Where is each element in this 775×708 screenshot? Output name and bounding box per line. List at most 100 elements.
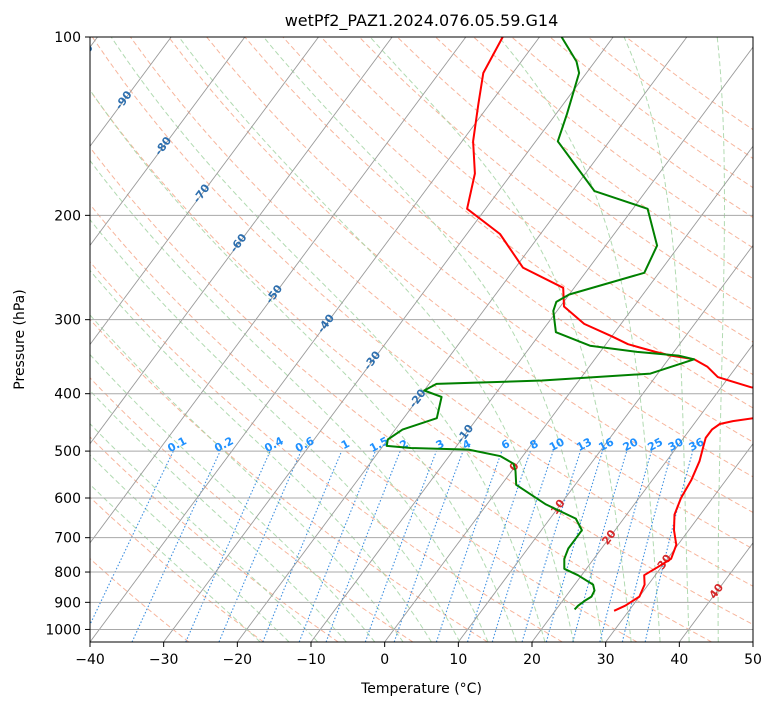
moist-adiabat-line <box>90 353 376 642</box>
dry-adiabat-line <box>320 37 753 376</box>
dry-adiabat-line <box>90 318 488 642</box>
mixing-ratio-line <box>644 450 694 642</box>
isotherm-line <box>678 542 753 642</box>
mixing-ratio-line <box>621 450 673 642</box>
dry-adiabat-line <box>473 37 753 249</box>
mixing-ratio-line <box>435 450 503 642</box>
y-tick-label: 600 <box>54 491 81 507</box>
mixing-ratio-line <box>185 450 271 642</box>
profile-line <box>466 37 753 612</box>
y-tick-label: 300 <box>54 313 81 329</box>
y-tick-label: 900 <box>54 595 81 611</box>
dry-adiabat-line <box>90 203 638 642</box>
dry-adiabat-line <box>90 436 339 642</box>
moist-adiabat-line <box>90 159 489 642</box>
y-tick-label: 800 <box>54 565 81 581</box>
moist-adiabat-line <box>90 314 404 642</box>
mixing-ratio-label: 3 <box>434 437 447 452</box>
isotherm-line <box>90 37 393 445</box>
moist-adiabat-line <box>90 269 432 642</box>
isobars <box>90 37 753 630</box>
moist-adiabat-line <box>623 37 690 642</box>
mixing-ratio-line <box>393 450 464 642</box>
isotherm-label: -40 <box>315 311 337 335</box>
moist-adiabat-line <box>498 37 661 642</box>
mixing-ratio-line <box>325 450 401 642</box>
x-axis-label: Temperature (°C) <box>360 681 482 697</box>
x-tick-label: −20 <box>223 652 253 668</box>
mixing-ratio-label: 0.4 <box>262 434 286 455</box>
isotherm-label: -50 <box>263 282 285 306</box>
dry-adiabat-line <box>282 37 753 409</box>
chart-title: wetPf2_PAZ1.2024.076.05.59.G14 <box>285 11 559 31</box>
mixing-ratio-line <box>218 450 302 642</box>
mixing-ratio-line <box>131 450 221 642</box>
isotherm-label: 20 <box>599 527 619 547</box>
y-axis: 100 200 300 400 500 600 700 800 900 1000 <box>45 30 90 638</box>
dry-adiabat-line <box>396 37 753 311</box>
moist-adiabat-line <box>178 37 575 642</box>
x-tick-label: 30 <box>597 652 615 668</box>
y-tick-label: 200 <box>54 208 81 224</box>
isotherm-line <box>90 37 246 247</box>
mixing-ratio-line <box>572 450 628 642</box>
x-tick-label: 20 <box>523 652 541 668</box>
plot-area: -100-90-80-70-60-50-40-30-20-10010203040… <box>90 37 753 642</box>
isopleth-labels: -100-90-80-70-60-50-40-30-20-10010203040… <box>90 41 727 601</box>
mixing-ratio-label: 0.1 <box>165 434 188 455</box>
moist-adiabat-line <box>90 483 261 642</box>
isotherm-line <box>90 37 172 148</box>
dry-adiabat-line <box>90 261 563 642</box>
dry-adiabat-line <box>511 37 753 219</box>
y-axis-label: Pressure (hPa) <box>12 289 28 389</box>
mixing-ratio-line <box>491 450 554 642</box>
y-tick-label: 100 <box>54 30 81 46</box>
dry-adiabat-line <box>244 37 753 443</box>
isotherm-line <box>310 46 753 642</box>
y-tick-label: 700 <box>54 531 81 547</box>
mixing-ratio-label: 8 <box>528 437 541 452</box>
x-tick-label: 10 <box>449 652 467 668</box>
mixing-ratio-label: 10 <box>547 435 567 454</box>
mixing-ratio-label: 16 <box>596 435 616 454</box>
isotherm-label: -30 <box>361 348 383 372</box>
moist-adiabat-line <box>263 37 603 642</box>
x-tick-label: −10 <box>296 652 326 668</box>
dry-adiabat-line <box>90 377 414 642</box>
isotherm-line <box>90 37 540 642</box>
mixing-ratio-line <box>521 450 581 642</box>
mixing-ratio-label: 30 <box>666 435 686 454</box>
isotherm-line <box>236 37 688 642</box>
moist-adiabat-line <box>90 454 290 642</box>
mixing-ratio-line <box>298 450 376 642</box>
x-tick-label: −40 <box>75 652 105 668</box>
profiles <box>385 37 753 612</box>
isotherm-line <box>163 37 614 642</box>
isotherm-line <box>605 442 753 642</box>
profile-line <box>385 37 696 611</box>
isotherm-line <box>384 145 753 642</box>
y-tick-label: 1000 <box>45 622 81 638</box>
dry-adiabat-line <box>168 37 753 514</box>
mixing-ratio-line <box>90 450 174 626</box>
mixing-ratio-line <box>545 450 604 642</box>
x-tick-label: 50 <box>744 652 762 668</box>
isotherms <box>90 37 753 642</box>
dry-adiabat-line <box>549 37 753 189</box>
isotherm-line <box>457 244 753 642</box>
mixing-ratio-line <box>466 450 531 642</box>
isotherm-label: -80 <box>152 134 174 158</box>
mixing-ratio-label: 1 <box>339 437 352 452</box>
y-tick-label: 400 <box>54 387 81 403</box>
mixing-ratio-lines <box>90 450 694 642</box>
isotherm-label: 40 <box>707 581 727 601</box>
dry-adiabat-line <box>435 37 753 280</box>
moist-adiabats <box>90 37 725 642</box>
mixing-ratio-label: 25 <box>645 435 665 454</box>
x-tick-label: −30 <box>149 652 179 668</box>
moist-adiabat-line <box>110 37 546 642</box>
x-tick-label: 40 <box>670 652 688 668</box>
isotherm-line <box>752 641 753 642</box>
dry-adiabat-line <box>129 37 753 550</box>
